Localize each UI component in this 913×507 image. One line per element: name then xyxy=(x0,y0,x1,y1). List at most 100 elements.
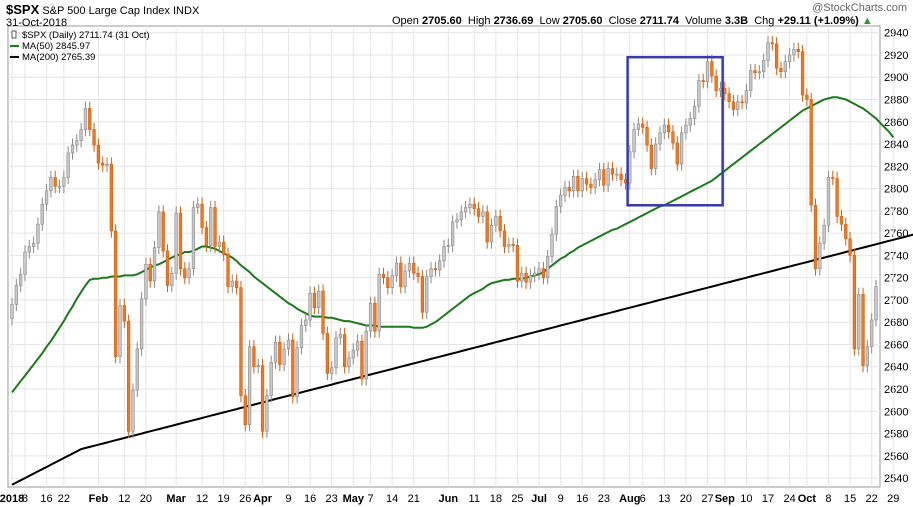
candle-body xyxy=(213,207,217,247)
chart-title: $SPX S&P 500 Large Cap Index INDX xyxy=(6,2,199,17)
candle-body xyxy=(239,287,243,396)
x-tick-label: 22 xyxy=(866,493,878,505)
y-tick-label: 2860 xyxy=(884,117,908,129)
candle-body xyxy=(57,186,62,188)
candle-body xyxy=(831,177,835,179)
candle-body xyxy=(187,268,191,278)
candle-body xyxy=(533,272,537,276)
candle-body xyxy=(489,225,494,243)
candle-body xyxy=(749,70,753,91)
candle-body xyxy=(83,108,88,130)
candle-body xyxy=(463,207,468,213)
candle-body xyxy=(295,347,299,398)
candle-legend-icon xyxy=(11,30,17,39)
candle-body xyxy=(204,227,209,246)
index-name: S&P 500 Large Cap Index xyxy=(42,5,170,17)
candle-body xyxy=(27,246,31,253)
low-value: 2705.60 xyxy=(562,15,603,27)
chart-date: 31-Oct-2018 xyxy=(6,17,68,29)
candle-body xyxy=(597,169,602,180)
candle-body xyxy=(412,262,416,274)
candle-body xyxy=(278,341,282,365)
candle-body xyxy=(792,49,796,56)
candle-body xyxy=(451,221,455,246)
candle-body xyxy=(105,163,109,166)
candle-body xyxy=(701,80,705,82)
candle-body xyxy=(165,250,170,286)
x-tick-label: 13 xyxy=(658,493,670,505)
candle-body xyxy=(667,124,671,133)
candle-body xyxy=(641,123,645,128)
volume-value: 3.3B xyxy=(724,15,749,27)
y-tick-label: 2600 xyxy=(884,406,908,418)
candle-body xyxy=(334,337,338,369)
candle-body xyxy=(23,251,27,275)
candle-body xyxy=(476,208,481,217)
candle-body xyxy=(217,241,221,247)
y-tick-label: 2540 xyxy=(884,473,908,485)
candle-body xyxy=(731,101,736,110)
candle-body xyxy=(312,292,317,309)
x-tick-label: 9 xyxy=(558,493,564,505)
candle-body xyxy=(502,230,507,247)
candle-body xyxy=(714,75,718,91)
candle-body xyxy=(390,275,394,288)
candle-body xyxy=(79,129,83,141)
candle-body xyxy=(36,223,40,244)
x-tick-label: Apr xyxy=(253,493,273,505)
candle-body xyxy=(705,61,710,82)
x-tick-label: 9 xyxy=(285,493,291,505)
candle-body xyxy=(800,51,805,96)
candle-body xyxy=(200,203,204,228)
candle-body xyxy=(649,144,653,169)
x-tick-label: 2018 xyxy=(0,493,24,505)
candle-body xyxy=(446,245,450,247)
candle-body xyxy=(524,272,528,283)
candle-body xyxy=(416,272,420,277)
candle-body xyxy=(507,243,511,247)
candle-body xyxy=(727,93,731,103)
candle-body xyxy=(49,177,53,192)
candle-body xyxy=(697,80,701,107)
candle-body xyxy=(174,212,178,274)
candle-body xyxy=(88,108,92,130)
candle-body xyxy=(481,211,485,217)
candle-body xyxy=(170,272,174,286)
candle-body xyxy=(671,131,675,144)
candle-body xyxy=(485,211,489,243)
exchange-label: INDX xyxy=(173,5,200,17)
candle-body xyxy=(779,68,783,72)
y-tick-label: 2680 xyxy=(884,317,908,329)
x-tick-label: Feb xyxy=(89,493,109,505)
candle-body xyxy=(826,177,831,226)
high-label: High xyxy=(467,15,491,27)
candle-body xyxy=(848,238,852,256)
candle-body xyxy=(265,395,269,432)
x-tick-label: 15 xyxy=(844,493,856,505)
candle-body xyxy=(360,340,364,380)
x-tick-label: 8 xyxy=(22,493,28,505)
candle-body xyxy=(757,71,761,74)
candle-body xyxy=(571,176,576,192)
candle-body xyxy=(710,61,714,77)
candle-body xyxy=(62,177,66,187)
candle-body xyxy=(321,290,325,334)
candle-body xyxy=(818,242,822,270)
candle-body xyxy=(230,280,234,287)
candle-body xyxy=(787,54,792,62)
x-tick-label: 26 xyxy=(239,493,251,505)
up-triangle-icon: ▲ xyxy=(861,15,873,27)
candle-body xyxy=(66,152,70,178)
x-tick-label: 25 xyxy=(511,493,523,505)
candle-body xyxy=(122,305,126,322)
candle-body xyxy=(865,346,869,366)
candle-body xyxy=(209,207,213,246)
candle-body xyxy=(602,169,606,186)
candle-body xyxy=(438,260,442,271)
candle-body xyxy=(839,216,844,225)
candle-body xyxy=(135,348,139,391)
candle-body xyxy=(662,124,666,134)
x-tick-label: 27 xyxy=(701,493,713,505)
low-label: Low xyxy=(539,15,560,27)
